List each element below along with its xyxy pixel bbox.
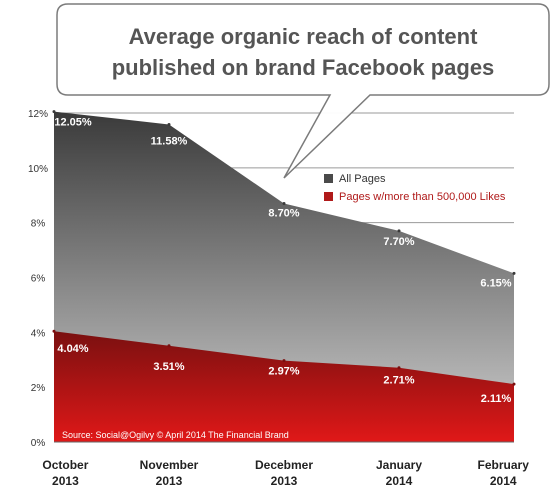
y-tick-label: 2% [31,383,46,394]
data-point [282,201,286,205]
data-label: 2.11% [481,393,512,405]
data-point [167,344,171,348]
y-tick-label: 4% [31,328,46,339]
y-tick-label: 6% [31,274,46,285]
data-point [397,366,401,370]
title-callout: Average organic reach of content publishe… [56,3,550,179]
x-tick-label: Decebmer 2013 [255,458,313,488]
data-label: 12.05% [54,117,92,129]
data-point [397,229,401,233]
source-note: Source: Social@Ogilvy © April 2014 The F… [62,430,289,440]
data-point [167,123,171,127]
data-label: 7.70% [383,236,414,248]
data-label: 11.58% [151,136,188,148]
legend-label: Pages w/more than 500,000 Likes [339,191,506,203]
chart-title-line: published on brand Facebook pages [112,55,495,80]
legend: All Pages Pages w/more than 500,000 Likes [324,173,506,203]
y-tick-label: 10% [28,164,48,175]
callout-bubble [56,3,550,179]
data-label: 2.71% [383,375,414,387]
axes: 0% 2% 4% 6% 8% 10% 12% October 2013 November 2013 D… [28,109,529,488]
data-label: 4.04% [57,343,88,355]
data-label: 2.97% [268,366,299,378]
area-series [52,110,516,443]
data-label: 8.70% [268,207,299,219]
data-point [512,271,516,275]
legend-swatch [324,192,333,201]
chart-title-line: Average organic reach of content [129,24,479,49]
x-tick-label: November 2013 [140,458,199,488]
x-tick-label: February 2014 [478,458,530,488]
data-point [52,110,56,114]
legend-label: All Pages [339,173,386,185]
data-point [52,329,56,333]
series-area-large-pages [54,331,514,442]
legend-swatch [324,174,333,183]
x-tick-label: January 2014 [376,458,422,488]
data-label: 6.15% [480,277,511,289]
data-point [282,359,286,363]
y-tick-label: 0% [31,438,46,449]
data-label: 3.51% [153,361,184,373]
y-tick-label: 8% [31,219,46,230]
x-tick-label: October 2013 [42,458,88,488]
data-point [512,382,516,386]
data-labels: 12.05% 11.58% 8.70% 7.70% 6.15% 4.04% 3.51% 2.9… [54,117,511,440]
y-tick-label: 12% [28,109,48,120]
